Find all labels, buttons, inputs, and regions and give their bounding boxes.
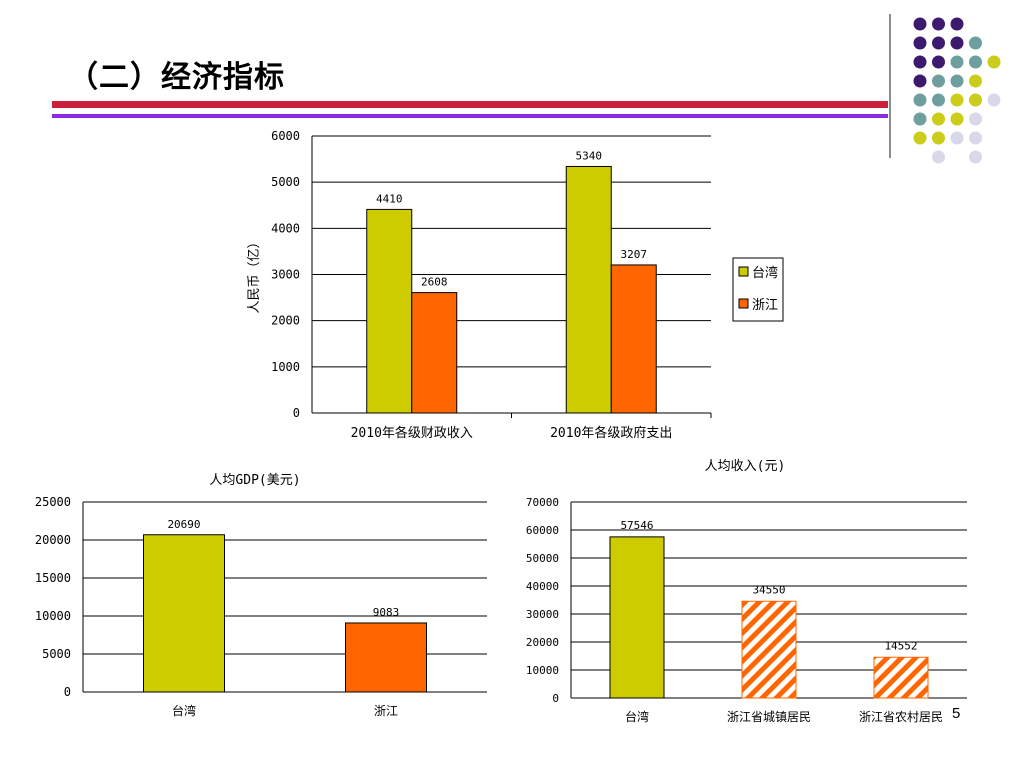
chart-title: 人均GDP(美元) — [209, 473, 300, 488]
decor-dot — [950, 93, 964, 107]
decor-dot — [969, 112, 982, 126]
y-tick-label: 20000 — [35, 533, 71, 547]
data-label: 34550 — [752, 583, 785, 596]
decor-dot — [932, 17, 945, 31]
title-rule-purple — [52, 114, 888, 118]
bar — [411, 292, 458, 414]
decor-dot — [950, 131, 964, 145]
y-tick-label: 6000 — [271, 129, 300, 143]
decor-dot — [950, 17, 964, 31]
y-tick-label: 20000 — [526, 636, 559, 649]
x-tick-label: 浙江省农村居民 — [859, 710, 943, 724]
decor-dot — [932, 112, 945, 126]
bar — [565, 165, 612, 414]
y-tick-label: 50000 — [526, 552, 559, 565]
decor-dot — [987, 93, 1001, 107]
bar — [345, 622, 427, 693]
decor-dot — [969, 93, 982, 107]
data-label: 2608 — [421, 276, 448, 289]
y-tick-label: 5000 — [42, 647, 71, 661]
legend-label: 浙江 — [752, 298, 778, 313]
decor-dot — [913, 74, 927, 88]
y-tick-label: 0 — [64, 685, 71, 699]
y-tick-label: 70000 — [526, 496, 559, 509]
y-tick-label: 25000 — [35, 495, 71, 509]
decor-dot — [932, 74, 945, 88]
data-label: 20690 — [167, 518, 200, 531]
decor-vertical-line — [889, 14, 891, 158]
decor-dot — [932, 131, 945, 145]
y-tick-label: 0 — [552, 692, 559, 705]
decor-dot — [987, 55, 1001, 69]
y-tick-label: 5000 — [271, 175, 300, 189]
bar — [610, 264, 657, 414]
bar — [366, 208, 413, 414]
y-tick-label: 15000 — [35, 571, 71, 585]
decor-dot — [913, 36, 927, 50]
legend-swatch — [738, 266, 749, 277]
decor-dot — [950, 36, 964, 50]
decor-dot — [969, 150, 982, 164]
data-label: 3207 — [621, 248, 648, 261]
decor-dot — [950, 55, 964, 69]
legend-swatch — [738, 298, 749, 309]
x-tick-label: 2010年各级财政收入 — [351, 425, 473, 441]
y-tick-label: 4000 — [271, 221, 300, 235]
y-tick-label: 30000 — [526, 608, 559, 621]
y-axis-label: 人民币（亿） — [247, 235, 262, 313]
slide-title: （二）经济指标 — [68, 60, 285, 95]
y-tick-label: 10000 — [526, 664, 559, 677]
decor-dot — [969, 55, 982, 69]
data-label: 4410 — [376, 192, 403, 205]
data-label: 14552 — [884, 639, 917, 652]
decor-dot — [913, 55, 927, 69]
decor-dot — [932, 93, 945, 107]
decor-dot — [932, 55, 945, 69]
decor-dot — [969, 74, 982, 88]
bar — [873, 656, 929, 699]
data-label: 9083 — [373, 606, 400, 619]
y-tick-label: 3000 — [271, 268, 300, 282]
x-tick-label: 台湾 — [172, 703, 196, 718]
bar — [609, 536, 665, 699]
decor-dot — [932, 150, 945, 164]
decor-dot — [913, 131, 927, 145]
decor-dot — [950, 74, 964, 88]
chart-title: 人均收入(元) — [705, 459, 786, 474]
legend-label: 台湾 — [752, 265, 778, 281]
y-tick-label: 1000 — [271, 360, 300, 374]
x-tick-label: 浙江省城镇居民 — [727, 710, 811, 724]
decor-dot — [913, 93, 927, 107]
decor-dot-grid — [913, 17, 1001, 164]
y-tick-label: 40000 — [526, 580, 559, 593]
data-label: 57546 — [620, 519, 653, 532]
title-rule-red — [52, 101, 888, 108]
y-tick-label: 60000 — [526, 524, 559, 537]
x-tick-label: 2010年各级政府支出 — [550, 425, 672, 441]
page-number: 5 — [952, 705, 961, 722]
y-tick-label: 0 — [293, 406, 300, 420]
x-tick-label: 浙江 — [374, 704, 398, 718]
bar — [741, 600, 797, 699]
bar — [143, 534, 225, 693]
y-tick-label: 10000 — [35, 609, 71, 623]
decor-dot — [969, 131, 982, 145]
y-tick-label: 2000 — [271, 314, 300, 328]
decor-dot — [932, 36, 945, 50]
x-tick-label: 台湾 — [625, 709, 649, 724]
decor-dot — [950, 112, 964, 126]
data-label: 5340 — [576, 149, 603, 162]
decor-dot — [913, 17, 927, 31]
decor-dot — [913, 112, 927, 126]
decor-dot — [969, 36, 982, 50]
